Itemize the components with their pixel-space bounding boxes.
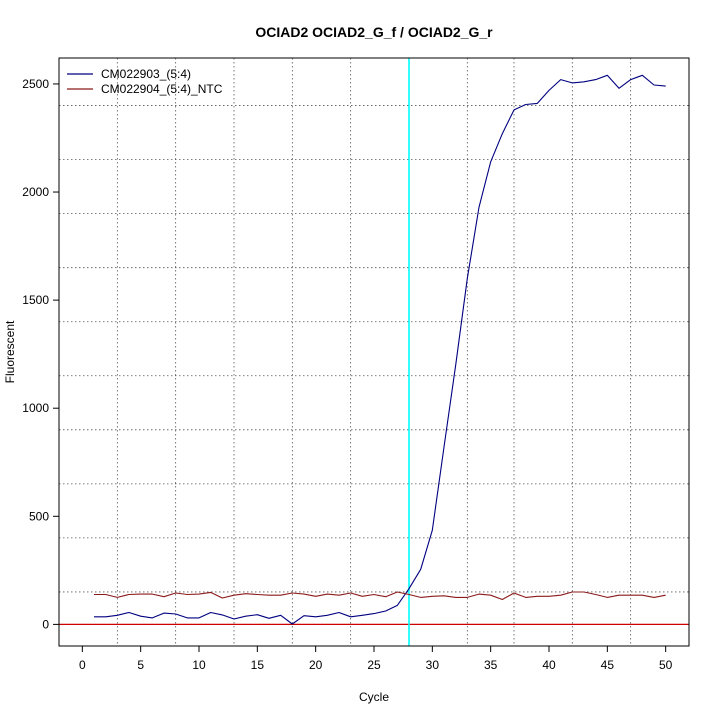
series-lines [94,74,666,625]
x-tick-label: 25 [367,658,381,672]
series-line-2 [94,591,666,601]
x-tick-label: 20 [309,658,323,672]
reference-lines [59,58,689,646]
legend: CM022903_(5:4)CM022904_(5:4)_NTC [67,67,223,96]
y-tick-label: 2000 [22,185,49,199]
x-tick-label: 35 [484,658,498,672]
x-tick-label: 40 [542,658,556,672]
x-tick-label: 15 [251,658,265,672]
x-tick-label: 10 [192,658,206,672]
y-axis: 0 500 1000 1500 2000 2500 [22,77,59,631]
x-tick-label: 45 [601,658,615,672]
y-tick-label: 0 [42,617,49,631]
x-tick-label: 0 [79,658,86,672]
x-tick-label: 5 [137,658,144,672]
x-tick-label: 50 [659,658,673,672]
x-axis: 0 5 10 15 20 25 30 35 40 45 50 [79,646,673,672]
y-tick-label: 1000 [22,401,49,415]
chart-title: OCIAD2 OCIAD2_G_f / OCIAD2_G_r [255,24,493,40]
legend-label-1: CM022903_(5:4) [101,67,191,81]
legend-label-2: CM022904_(5:4)_NTC [101,82,223,96]
y-tick-label: 1500 [22,293,49,307]
y-tick-label: 500 [29,509,49,523]
x-tick-label: 30 [426,658,440,672]
y-axis-label: Fluorescent [3,320,17,383]
grid-lines [59,58,689,646]
y-tick-label: 2500 [22,77,49,91]
plot-frame [58,57,690,647]
x-axis-label: Cycle [359,690,389,704]
series-line-1 [94,74,666,625]
